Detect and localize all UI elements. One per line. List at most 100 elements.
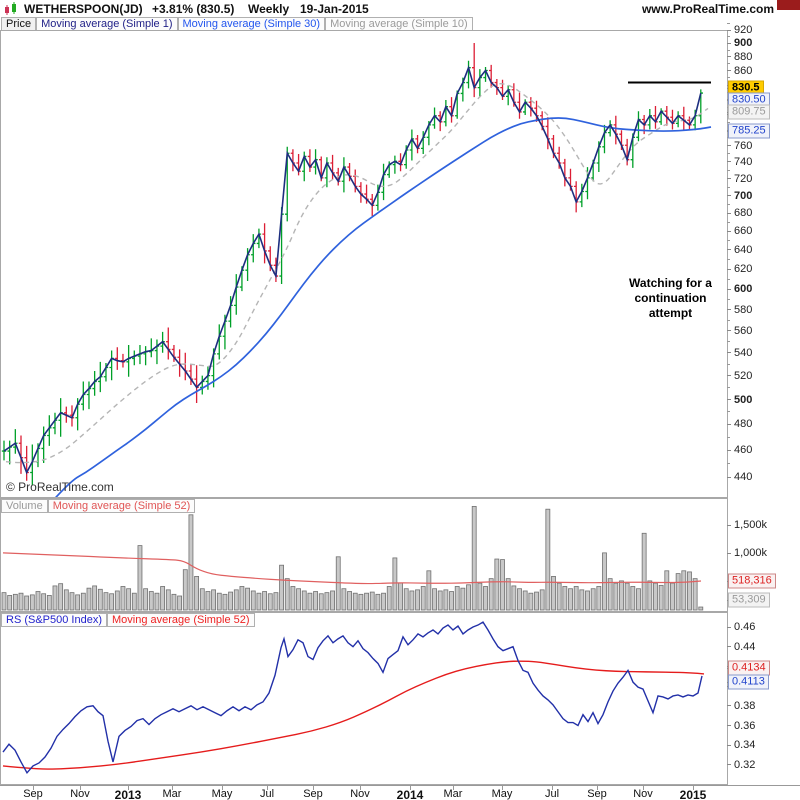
axis-tick-label: 920 [734,24,753,37]
close-line [3,65,702,475]
candlestick-icon [5,2,16,15]
axis-tick [727,341,730,343]
axis-tick-label: 440 [734,471,753,483]
axis-tick [727,363,730,365]
volume-panel[interactable] [0,498,728,612]
axis-tick [727,626,731,628]
copyright-label: © ProRealTime.com [6,480,114,494]
axis-tick [727,476,731,478]
time-axis[interactable]: Sep Nov 2013 Mar May Jul Sep Nov 2014 Mar May Jul Se… [0,785,800,800]
rs-plot[interactable] [1,613,727,784]
header-bar: WETHERSPOON(JD) +3.81% (830.5) Weekly 19… [0,0,800,17]
time-tick [643,786,644,790]
axis-tick-label: 660 [734,225,753,238]
axis-tick-label: 0.38 [734,699,756,712]
axis-tick [727,153,730,155]
axis-tick [727,29,731,31]
toolbar-item-rs-ma[interactable]: Moving average (Simple 52) [107,613,255,627]
axis-tick [727,319,730,321]
time-tick-label: Nov [70,788,90,800]
axis-tick-label: 640 [734,243,753,256]
time-tick [172,786,173,790]
value-axis-column[interactable]: 9209008808608408208007807607407207006806… [727,0,800,785]
axis-tick-label: 0.44 [734,640,756,653]
time-tick [453,786,454,790]
axis-tick-label: 0.36 [734,719,756,732]
time-tick-label: May [491,788,513,800]
toolbar-item-rs[interactable]: RS (S&P500 Index) [1,613,107,627]
time-tick-label: 2014 [396,788,424,800]
volume-toolbar: Volume Moving average (Simple 52) [1,499,196,513]
volume-bars [1,505,704,611]
axis-tick [727,387,730,389]
time-tick [313,786,314,790]
axis-tick-label: 520 [734,369,753,382]
axis-tick [727,212,731,214]
axis-tick [727,764,731,766]
time-tick [597,786,598,790]
time-tick-label: 2015 [679,788,707,800]
axis-tick [727,744,731,746]
axis-tick-label: 720 [734,172,753,185]
axis-tick-label: 1,500k [734,519,768,531]
price-bars [1,43,703,485]
site-link[interactable]: www.ProRealTime.com [641,2,774,16]
value-label-box: 0.4113 [728,674,769,690]
price-panel[interactable]: Watching for a continuation attempt © Pr… [0,30,728,498]
axis-tick [727,330,731,332]
price-plot[interactable] [1,31,727,497]
annotation-line: attempt [648,306,693,320]
axis-tick [727,161,731,163]
rs-line [2,621,703,775]
time-tick-label: Sep [23,788,43,800]
value-label-box: 830.5 [728,80,764,96]
axis-tick [727,646,731,648]
axis-tick [727,22,730,24]
time-tick-label: Nov [350,788,370,800]
toolbar-item-price[interactable]: Price [1,17,37,31]
toolbar-item-ma10[interactable]: Moving average (Simple 10) [325,17,473,31]
ma10-line [5,83,709,464]
time-tick [222,786,223,790]
axis-tick [727,178,731,180]
axis-tick [727,249,731,251]
axis-tick [727,411,730,413]
rs-panel[interactable] [0,612,728,785]
time-tick-label: May [211,788,233,800]
annotation-line: continuation [634,291,707,305]
axis-tick-label: 460 [734,444,753,457]
axis-tick [727,42,731,44]
time-tick [693,786,694,790]
time-tick [33,786,34,790]
time-tick-label: Mar [443,788,463,800]
axis-tick-label: 1,000k [734,547,768,559]
value-label-box: 0.4134 [728,660,770,676]
volume-plot[interactable] [1,499,727,611]
time-tick-label: Jul [544,788,560,800]
axis-tick [727,240,730,242]
toolbar-item-volume[interactable]: Volume [1,499,48,513]
axis-tick-label: 760 [734,139,753,152]
toolbar-item-ma1[interactable]: Moving average (Simple 1) [36,17,178,31]
axis-tick [727,145,731,147]
ma30-line [55,117,712,497]
axis-tick-label: 880 [734,50,753,63]
stock-title: WETHERSPOON(JD) [24,2,143,16]
indicator-toolbar: Price Moving average (Simple 1) Moving a… [1,17,473,31]
toolbar-item-volume-ma[interactable]: Moving average (Simple 52) [47,499,196,513]
axis-tick-label: 480 [734,418,753,431]
axis-tick-label: 620 [734,263,753,276]
axis-tick [727,705,731,707]
axis-tick [727,221,730,223]
axis-tick [727,203,730,205]
axis-tick [727,352,731,354]
time-tick [128,786,129,790]
axis-tick-label: 600 [734,283,753,296]
toolbar-item-ma30[interactable]: Moving average (Simple 30) [177,17,326,31]
axis-tick [727,186,730,188]
axis-tick-label: 0.46 [734,621,756,633]
axis-tick-label: 0.34 [734,739,756,752]
axis-tick-label: 540 [734,346,753,359]
axis-tick-label: 700 [734,189,753,202]
